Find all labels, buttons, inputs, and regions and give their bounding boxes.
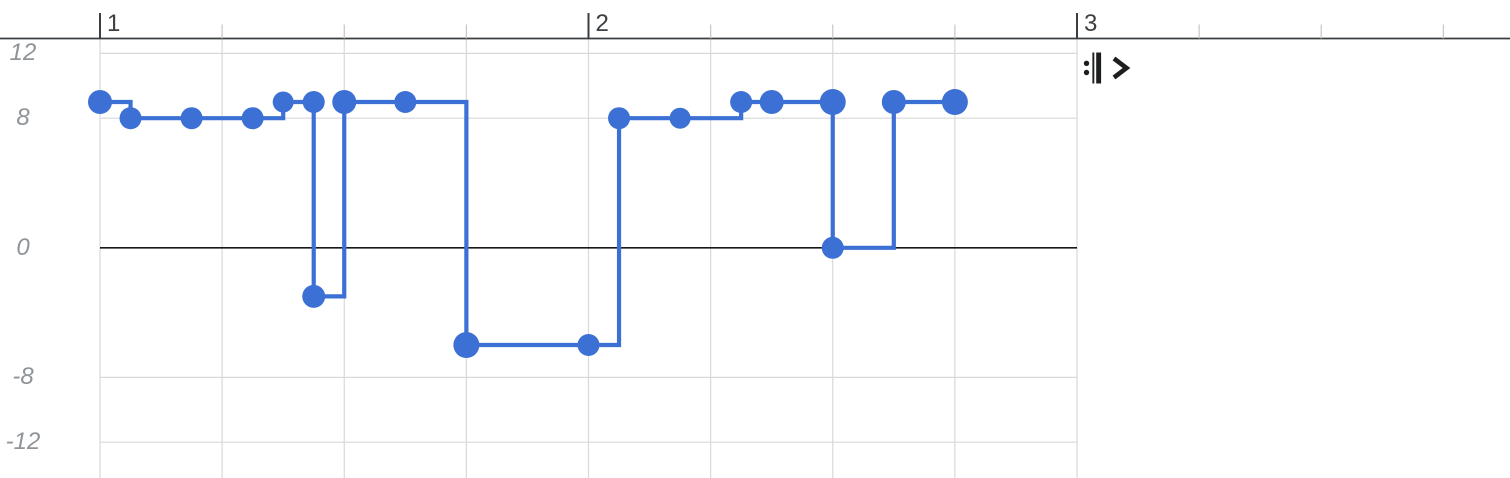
measure-label-1: 1 (107, 10, 121, 37)
repeat-dot (1083, 69, 1090, 76)
note-dot[interactable] (608, 107, 631, 130)
repeat-dot (1083, 60, 1090, 66)
chevron-right-icon[interactable] (1112, 56, 1131, 80)
melody-step-line (100, 99, 955, 348)
note-dot[interactable] (88, 90, 112, 114)
note-dot[interactable] (821, 236, 844, 259)
y-axis-label-neg12: -12 (5, 428, 41, 456)
note-dot[interactable] (302, 91, 325, 113)
y-axis-label-neg8: -8 (12, 363, 34, 391)
note-dot[interactable] (759, 90, 784, 114)
repeat-thick-bar (1096, 52, 1102, 84)
note-dot[interactable] (180, 107, 203, 130)
timeline-ruler[interactable] (0, 13, 1510, 40)
note-dots (88, 89, 968, 358)
gridlines (99, 38, 1078, 478)
note-dot[interactable] (577, 334, 600, 356)
note-dot[interactable] (730, 91, 753, 113)
measure-label-3: 3 (1084, 10, 1098, 37)
note-dot[interactable] (272, 91, 294, 113)
measure-label-2: 2 (595, 10, 609, 37)
note-dot[interactable] (453, 332, 480, 358)
note-dot[interactable] (302, 284, 326, 308)
transport-controls (1083, 52, 1131, 84)
note-dot[interactable] (819, 89, 846, 115)
note-dot[interactable] (332, 90, 357, 114)
note-dot[interactable] (394, 91, 417, 113)
step-line-path (100, 99, 955, 348)
note-dot[interactable] (941, 89, 968, 115)
y-axis-label-0: 0 (16, 233, 30, 261)
note-dot[interactable] (119, 107, 142, 130)
repeat-end-barline-icon[interactable] (1083, 52, 1102, 84)
note-dot[interactable] (881, 90, 906, 114)
note-dot[interactable] (241, 107, 264, 130)
y-axis-label-12: 12 (9, 39, 37, 67)
note-dot[interactable] (669, 107, 691, 129)
y-axis-label-8: 8 (16, 104, 30, 132)
repeat-thin-bar (1092, 52, 1095, 84)
